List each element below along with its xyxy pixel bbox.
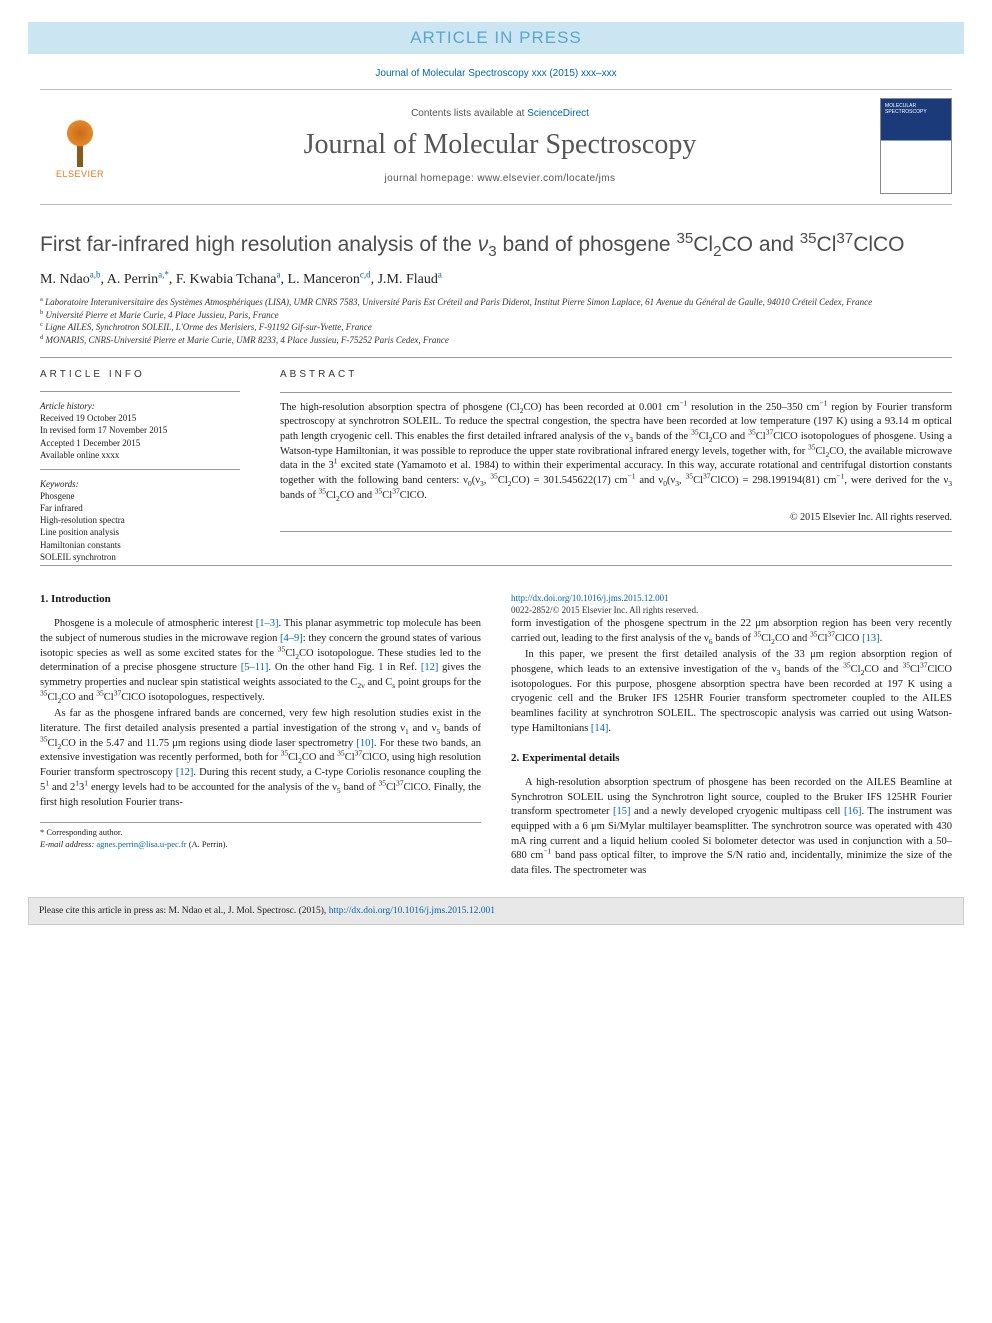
author-list: M. Ndaoa,b, A. Perrina,*, F. Kwabia Tcha…: [40, 272, 952, 288]
info-abstract-row: article info Article history: Received 1…: [40, 368, 952, 563]
cover-text: MOLECULAR SPECTROSCOPY: [885, 103, 947, 115]
email-label: E-mail address:: [40, 839, 94, 849]
keyword: Far infrared: [40, 502, 240, 514]
body-paragraph: Phosgene is a molecule of atmospheric in…: [40, 617, 481, 705]
email-link[interactable]: agnes.perrin@lisa.u-pec.fr: [96, 839, 186, 849]
history-item: Available online xxxx: [40, 449, 240, 461]
publisher-logo-block: ELSEVIER: [40, 113, 120, 179]
page: ARTICLE IN PRESS Journal of Molecular Sp…: [0, 0, 992, 1323]
history-item: Received 19 October 2015: [40, 412, 240, 424]
email-person: (A. Perrin).: [189, 839, 228, 849]
masthead-center: Contents lists available at ScienceDirec…: [120, 108, 880, 184]
contents-available-line: Contents lists available at ScienceDirec…: [120, 108, 880, 119]
article-title: First far-infrared high resolution analy…: [40, 231, 952, 258]
abstract-text: The high-resolution absorption spectra o…: [280, 401, 952, 504]
affiliation: d MONARIS, CNRS-Université Pierre et Mar…: [40, 334, 952, 347]
corresponding-author-footnote: * Corresponding author. E-mail address: …: [40, 822, 481, 851]
journal-cover-thumbnail: MOLECULAR SPECTROSCOPY: [880, 98, 952, 194]
history-label: Article history:: [40, 400, 240, 412]
history-item: In revised form 17 November 2015: [40, 424, 240, 436]
affiliations: a Laboratoire Interuniversitaire des Sys…: [40, 296, 952, 346]
keywords-label: Keywords:: [40, 478, 240, 490]
journal-homepage-line: journal homepage: www.elsevier.com/locat…: [120, 173, 880, 184]
keyword: Line position analysis: [40, 526, 240, 538]
history-item: Accepted 1 December 2015: [40, 437, 240, 449]
publisher-name: ELSEVIER: [40, 169, 120, 179]
body-columns: 1. Introduction Phosgene is a molecule o…: [40, 592, 952, 879]
body-paragraph: As far as the phosgene infrared bands ar…: [40, 707, 481, 810]
keyword: SOLEIL synchrotron: [40, 551, 240, 563]
journal-reference-line: Journal of Molecular Spectroscopy xxx (2…: [40, 68, 952, 79]
section-heading: 2. Experimental details: [511, 751, 952, 766]
copyright-line: © 2015 Elsevier Inc. All rights reserved…: [280, 511, 952, 525]
article-in-press-banner: ARTICLE IN PRESS: [28, 22, 964, 54]
journal-masthead: ELSEVIER Contents lists available at Sci…: [40, 89, 952, 205]
citation-bar: Please cite this article in press as: M.…: [28, 897, 964, 925]
body-paragraph: In this paper, we present the first deta…: [511, 648, 952, 736]
issn-copyright: 0022-2852/© 2015 Elsevier Inc. All right…: [511, 605, 698, 615]
keyword: Phosgene: [40, 490, 240, 502]
abstract-heading: abstract: [280, 368, 952, 382]
doi-link[interactable]: http://dx.doi.org/10.1016/j.jms.2015.12.…: [511, 593, 669, 603]
contents-prefix: Contents lists available at: [411, 108, 527, 119]
cite-prefix: Please cite this article in press as: M.…: [39, 906, 329, 916]
elsevier-tree-icon: [54, 115, 106, 167]
separator: [40, 565, 952, 566]
abstract-column: abstract The high-resolution absorption …: [280, 368, 952, 563]
affiliation: a Laboratoire Interuniversitaire des Sys…: [40, 296, 952, 309]
separator: [40, 357, 952, 358]
body-paragraph: A high-resolution absorption spectrum of…: [511, 776, 952, 879]
affiliation: b Université Pierre et Marie Curie, 4 Pl…: [40, 309, 952, 322]
keyword: Hamiltonian constants: [40, 539, 240, 551]
body-paragraph: form investigation of the phosgene spect…: [511, 617, 952, 646]
corr-author: * Corresponding author.: [40, 827, 481, 839]
article-info-column: article info Article history: Received 1…: [40, 368, 240, 563]
cite-doi-link[interactable]: http://dx.doi.org/10.1016/j.jms.2015.12.…: [329, 906, 495, 916]
affiliation: c Ligne AILES, Synchrotron SOLEIL, L'Orm…: [40, 321, 952, 334]
sciencedirect-link[interactable]: ScienceDirect: [527, 108, 589, 119]
doi-block: http://dx.doi.org/10.1016/j.jms.2015.12.…: [511, 592, 952, 617]
journal-title: Journal of Molecular Spectroscopy: [120, 129, 880, 161]
keyword: High-resolution spectra: [40, 514, 240, 526]
section-heading: 1. Introduction: [40, 592, 481, 607]
article-info-heading: article info: [40, 368, 240, 382]
